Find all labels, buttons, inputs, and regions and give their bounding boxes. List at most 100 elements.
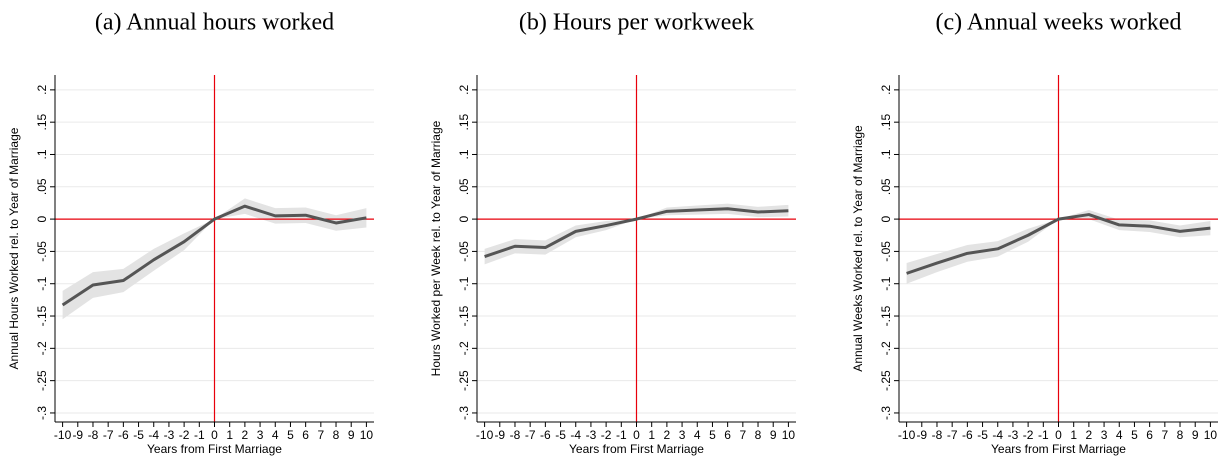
y-tick-label: 0 xyxy=(35,215,49,222)
x-tick-label: -1 xyxy=(616,428,627,442)
x-tick-label: 5 xyxy=(709,428,716,442)
x-tick-label: 7 xyxy=(317,428,324,442)
x-tick-label: -2 xyxy=(601,428,612,442)
x-tick-label: -7 xyxy=(525,428,536,442)
y-tick-label: -.25 xyxy=(457,370,471,391)
y-tick-label: .05 xyxy=(879,178,893,195)
x-tick-label: 4 xyxy=(694,428,701,442)
x-tick-label: -7 xyxy=(103,428,114,442)
y-tick-label: 0 xyxy=(879,215,893,222)
x-tick-label: 0 xyxy=(633,428,640,442)
x-tick-label: -7 xyxy=(947,428,958,442)
y-tick-label: -.05 xyxy=(35,241,49,262)
panel-title: (c) Annual weeks worked xyxy=(936,10,1182,36)
series-line xyxy=(61,204,367,307)
y-tick-label: -.1 xyxy=(457,276,471,290)
x-tick-label: -2 xyxy=(179,428,190,442)
x-tick-label: 3 xyxy=(257,428,264,442)
x-tick-label: 1 xyxy=(1070,428,1077,442)
y-tick-label: -.3 xyxy=(35,406,49,420)
x-tick-label: -8 xyxy=(932,428,943,442)
y-tick-label: -.2 xyxy=(35,341,49,355)
x-tick-label: 5 xyxy=(1131,428,1138,442)
x-tick-label: -5 xyxy=(977,428,988,442)
x-tick-label: 2 xyxy=(242,428,249,442)
x-tick-label: -8 xyxy=(88,428,99,442)
x-tick-label: 6 xyxy=(1146,428,1153,442)
x-tick-label: -9 xyxy=(494,428,505,442)
x-tick-label: -1 xyxy=(194,428,205,442)
x-tick-label: -9 xyxy=(916,428,927,442)
y-tick-label: .1 xyxy=(879,149,893,159)
y-tick-label: .2 xyxy=(879,85,893,95)
y-tick-label: -.15 xyxy=(457,305,471,326)
panel-title: (b) Hours per workweek xyxy=(519,10,754,36)
y-axis-label: Annual Hours Worked rel. to Year of Marr… xyxy=(7,127,21,369)
x-tick-label: -9 xyxy=(72,428,83,442)
y-axis-label: Hours Worked per Week rel. to Year of Ma… xyxy=(429,120,443,376)
x-tick-label: 3 xyxy=(1101,428,1108,442)
y-tick-label: -.05 xyxy=(457,241,471,262)
y-tick-label: -.25 xyxy=(879,370,893,391)
x-tick-label: -10 xyxy=(54,428,72,442)
x-tick-label: -4 xyxy=(570,428,581,442)
y-tick-label: -.2 xyxy=(457,341,471,355)
y-tick-label: -.15 xyxy=(879,305,893,326)
x-tick-label: 8 xyxy=(1177,428,1184,442)
x-tick-label: -5 xyxy=(133,428,144,442)
y-tick-label: .15 xyxy=(879,114,893,131)
x-tick-label: -3 xyxy=(164,428,175,442)
y-tick-label: -.1 xyxy=(879,276,893,290)
x-tick-label: -3 xyxy=(586,428,597,442)
x-tick-label: 0 xyxy=(1055,428,1062,442)
x-tick-label: 9 xyxy=(770,428,777,442)
x-tick-label: 3 xyxy=(679,428,686,442)
y-tick-label: .15 xyxy=(35,114,49,131)
x-tick-label: 6 xyxy=(302,428,309,442)
x-tick-label: 7 xyxy=(739,428,746,442)
confidence-band xyxy=(906,210,1211,284)
x-tick-label: -10 xyxy=(898,428,916,442)
x-tick-label: -3 xyxy=(1008,428,1019,442)
x-tick-label: 2 xyxy=(664,428,671,442)
x-axis-label: Years from First Marriage xyxy=(569,442,704,456)
y-tick-label: -.15 xyxy=(35,305,49,326)
y-tick-label: -.2 xyxy=(879,341,893,355)
y-tick-label: .2 xyxy=(35,85,49,95)
x-tick-label: -8 xyxy=(510,428,521,442)
y-tick-label: .1 xyxy=(457,149,471,159)
y-tick-label: -.3 xyxy=(879,406,893,420)
y-tick-label: .15 xyxy=(457,114,471,131)
y-tick-label: .05 xyxy=(457,178,471,195)
x-tick-label: -2 xyxy=(1023,428,1034,442)
y-axis-label: Annual Weeks Worked rel. to Year of Marr… xyxy=(851,125,865,372)
x-tick-label: 1 xyxy=(648,428,655,442)
x-tick-label: 10 xyxy=(1204,428,1218,442)
y-tick-label: -.25 xyxy=(35,370,49,391)
x-tick-label: 4 xyxy=(272,428,279,442)
y-tick-label: -.05 xyxy=(879,241,893,262)
panel-title: (a) Annual hours worked xyxy=(95,10,334,36)
x-tick-label: -6 xyxy=(962,428,973,442)
x-tick-label: -4 xyxy=(148,428,159,442)
confidence-band xyxy=(484,203,789,265)
x-tick-label: 5 xyxy=(287,428,294,442)
x-tick-label: -6 xyxy=(540,428,551,442)
x-tick-label: -10 xyxy=(476,428,494,442)
x-tick-label: -5 xyxy=(555,428,566,442)
y-tick-label: .1 xyxy=(35,149,49,159)
x-tick-label: -4 xyxy=(992,428,1003,442)
x-tick-label: 10 xyxy=(782,428,796,442)
x-tick-label: 9 xyxy=(348,428,355,442)
y-tick-label: -.1 xyxy=(35,276,49,290)
x-tick-label: 0 xyxy=(211,428,218,442)
series-line xyxy=(484,207,789,258)
x-tick-label: 2 xyxy=(1086,428,1093,442)
x-axis-label: Years from First Marriage xyxy=(147,442,282,456)
x-tick-label: 9 xyxy=(1192,428,1199,442)
y-tick-label: .2 xyxy=(457,85,471,95)
x-tick-label: 8 xyxy=(333,428,340,442)
x-tick-label: -6 xyxy=(118,428,129,442)
x-axis-label: Years from First Marriage xyxy=(991,442,1126,456)
